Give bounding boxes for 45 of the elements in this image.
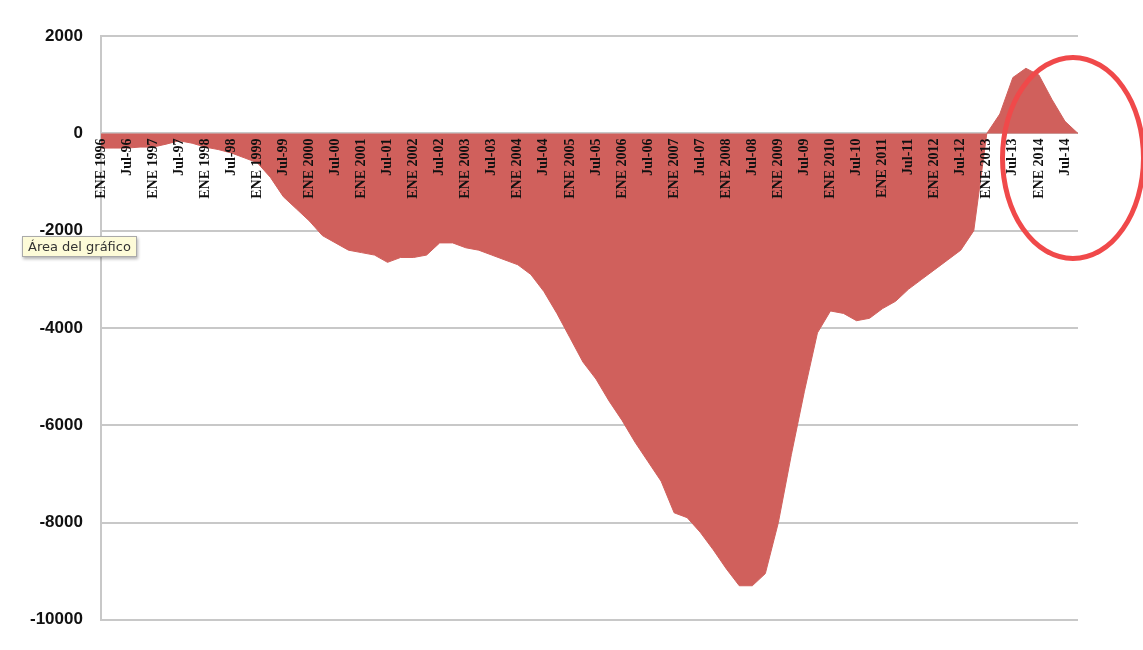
y-tick-label: 0 (73, 123, 83, 143)
x-tick-label: Jul-10 (848, 138, 864, 176)
x-tick-label: ENE 2010 (822, 138, 838, 199)
x-tick-label: ENE 2004 (509, 138, 525, 199)
x-tick-label: ENE 1999 (248, 138, 264, 199)
x-tick-label: ENE 2014 (1030, 138, 1046, 199)
x-tick-label: Jul-96 (118, 138, 134, 176)
x-tick-label: ENE 2006 (613, 138, 629, 199)
x-tick-label: Jul-11 (900, 138, 916, 176)
x-tick-label: Jul-01 (379, 138, 395, 176)
x-tick-label: ENE 2007 (665, 138, 681, 199)
x-tick-label: Jul-14 (1056, 138, 1072, 176)
x-tick-label: Jul-08 (743, 138, 759, 176)
x-tick-label: Jul-98 (222, 138, 238, 176)
x-tick-label: Jul-97 (170, 138, 186, 176)
x-tick-label: ENE 1996 (92, 138, 108, 199)
x-tick-label: Jul-02 (431, 138, 447, 176)
x-tick-label: ENE 2001 (353, 138, 369, 199)
y-tick-label: -6000 (39, 414, 83, 434)
x-tick-label: ENE 2009 (769, 138, 785, 199)
x-tick-label: Jul-00 (327, 138, 343, 176)
y-tick-label: -10000 (30, 609, 83, 629)
x-tick-label: Jul-06 (639, 138, 655, 176)
x-tick-label: Jul-12 (952, 138, 968, 176)
x-tick-label: ENE 2002 (405, 138, 421, 199)
x-tick-label: Jul-04 (535, 138, 551, 176)
x-tick-label: Jul-05 (587, 138, 603, 176)
x-tick-label: ENE 2012 (926, 138, 942, 199)
y-tick-label: -4000 (39, 317, 83, 337)
x-tick-label: ENE 2005 (561, 138, 577, 199)
x-tick-label: Jul-09 (796, 138, 812, 176)
x-tick-label: Jul-99 (274, 138, 290, 176)
x-tick-label: ENE 2008 (717, 138, 733, 199)
annotation: Área del gráfico (22, 236, 137, 257)
x-tick-label: Jul-07 (691, 138, 707, 176)
x-tick-label: ENE 1998 (196, 138, 212, 199)
x-tick-label: Jul-13 (1004, 138, 1020, 176)
x-tick-label: ENE 2000 (300, 138, 316, 199)
x-tick-label: ENE 2003 (457, 138, 473, 199)
x-tick-label: ENE 2013 (978, 138, 994, 199)
x-tick-label: ENE 1997 (144, 138, 160, 199)
x-tick-label: Jul-03 (483, 138, 499, 176)
x-tick-label: ENE 2011 (874, 138, 890, 198)
y-tick-label: -8000 (39, 512, 83, 532)
y-tick-label: 2000 (45, 25, 83, 45)
